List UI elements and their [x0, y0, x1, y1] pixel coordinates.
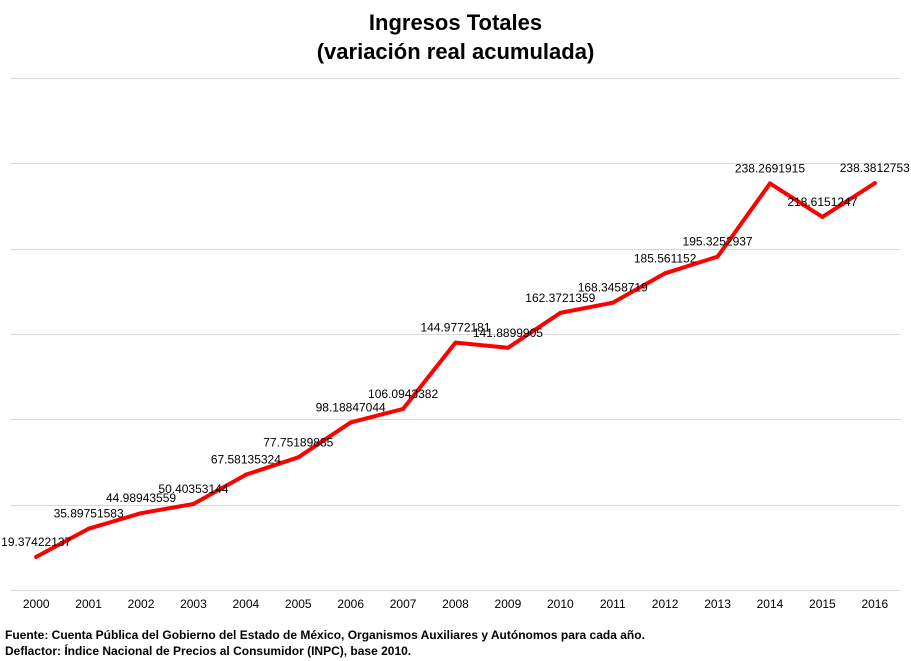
x-tick-label: 2003 [180, 597, 207, 611]
data-point [872, 181, 877, 186]
x-tick-label: 2009 [495, 597, 522, 611]
footnotes: Fuente: Cuenta Pública del Gobierno del … [5, 627, 645, 659]
data-point [34, 554, 39, 559]
x-tick-label: 2011 [600, 597, 626, 611]
data-point [191, 501, 196, 506]
data-label: 35.89751583 [54, 507, 124, 521]
data-label: 162.3721359 [525, 291, 595, 305]
x-tick-label: 2005 [285, 597, 312, 611]
data-label: 238.3812753 [840, 161, 910, 175]
data-label: 218.6151247 [787, 195, 857, 209]
x-tick-label: 2008 [442, 597, 469, 611]
data-point [139, 511, 144, 516]
data-point [663, 271, 668, 276]
deflator-note: Deflactor: Índice Nacional de Precios al… [5, 644, 412, 658]
data-point [820, 214, 825, 219]
data-label: 185.561152 [634, 251, 697, 265]
x-tick-label: 2016 [861, 597, 888, 611]
data-label: 50.40353144 [158, 482, 228, 496]
data-label: 98.18847044 [316, 400, 386, 414]
data-point [296, 455, 301, 460]
data-label: 19.37422137 [1, 535, 71, 549]
data-point [348, 420, 353, 425]
data-point [505, 345, 510, 350]
data-point [715, 254, 720, 259]
data-label: 168.3458719 [578, 281, 648, 295]
x-tick-label: 2012 [652, 597, 679, 611]
chart-title: Ingresos Totales (variación real acumula… [0, 8, 911, 66]
data-label: 77.75189885 [263, 435, 333, 449]
x-tick-label: 2010 [547, 597, 574, 611]
data-point [86, 526, 91, 531]
data-point [767, 181, 772, 186]
x-tick-label: 2013 [704, 597, 731, 611]
data-label: 238.2691915 [735, 161, 805, 175]
x-tick-label: 2006 [337, 597, 364, 611]
x-tick-label: 2014 [757, 597, 784, 611]
data-point [610, 300, 615, 305]
data-point [558, 310, 563, 315]
data-point [243, 472, 248, 477]
data-label: 67.58135324 [211, 453, 281, 467]
data-point [401, 406, 406, 411]
x-tick-label: 2004 [233, 597, 260, 611]
data-label: 106.0943382 [368, 387, 438, 401]
data-label: 144.9772181 [420, 321, 490, 335]
data-label: 195.3252937 [683, 235, 753, 249]
data-label: 141.8899905 [473, 326, 543, 340]
x-tick-label: 2001 [75, 597, 102, 611]
data-label: 44.98943559 [106, 491, 176, 505]
x-tick-label: 2015 [809, 597, 836, 611]
x-tick-label: 2007 [390, 597, 417, 611]
x-tick-label: 2000 [23, 597, 50, 611]
x-tick-label: 2002 [128, 597, 155, 611]
chart-title-line: Ingresos Totales [368, 10, 543, 35]
chart-subtitle-line: (variación real acumulada) [316, 39, 595, 64]
source-note: Fuente: Cuenta Pública del Gobierno del … [5, 628, 645, 642]
data-point [453, 340, 458, 345]
